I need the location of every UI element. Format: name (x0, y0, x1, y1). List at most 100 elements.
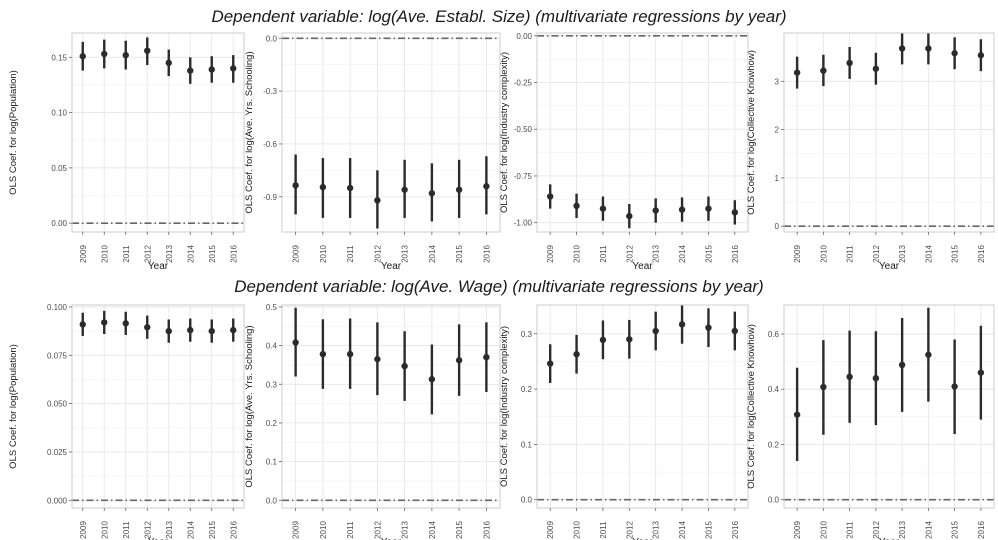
x-axis-title: Year (879, 537, 900, 540)
data-point (230, 65, 237, 72)
y-tick-label: 0.4 (266, 342, 278, 351)
data-point (678, 206, 686, 213)
y-axis-title: OLS Coef. for log(Industry complexity) (499, 52, 510, 213)
x-tick-label: 2011 (599, 245, 608, 263)
y-tick-label: 0.6 (768, 330, 780, 339)
data-point (122, 51, 129, 59)
x-tick-label: 2012 (373, 521, 382, 539)
x-tick-label: 2012 (625, 245, 634, 263)
y-tick-label: 0.2 (768, 440, 780, 449)
x-tick-label: 2009 (546, 521, 555, 539)
data-point (122, 320, 129, 327)
data-point (144, 47, 151, 54)
plot-background (72, 33, 244, 232)
y-tick-label: -0.25 (514, 79, 533, 88)
data-point (951, 383, 958, 390)
x-tick-label: 2016 (229, 245, 238, 263)
data-point (187, 326, 194, 334)
x-tick-label: 2012 (143, 245, 152, 263)
data-point (346, 184, 354, 192)
data-point (165, 59, 172, 67)
x-tick-label: 2015 (208, 245, 217, 263)
y-tick-label: 0.3 (521, 330, 533, 339)
data-point (208, 327, 215, 335)
x-tick-label: 2015 (455, 245, 464, 263)
y-tick-label: -0.50 (514, 125, 533, 134)
panel-frame (71, 32, 245, 233)
row-title-establ-size: Dependent variable: log(Ave. Establ. Siz… (211, 7, 787, 26)
x-axis-title: Year (632, 537, 653, 540)
y-axis-title: OLS Coef. for log(Industry complexity) (499, 326, 510, 487)
data-point (898, 361, 906, 369)
data-point (652, 327, 659, 335)
x-tick-label: 2011 (122, 245, 131, 263)
panel-frame (281, 32, 501, 233)
data-point (872, 374, 880, 382)
x-tick-label: 2013 (652, 245, 661, 263)
x-tick-label: 2014 (678, 521, 687, 539)
data-point (401, 362, 408, 370)
x-tick-label: 2014 (924, 521, 933, 539)
x-tick-label: 2015 (704, 245, 713, 263)
plot-background (784, 305, 994, 508)
data-point (208, 66, 215, 73)
x-tick-label: 2010 (100, 521, 109, 539)
y-tick-label: 0.0 (768, 496, 780, 505)
data-point (599, 205, 607, 212)
data-point (483, 354, 490, 361)
y-tick-label: -0.9 (263, 193, 277, 202)
data-point (101, 50, 108, 58)
x-tick-label: 2016 (731, 521, 740, 539)
y-tick-label: -0.3 (263, 87, 277, 96)
data-point (455, 186, 463, 193)
x-axis-title: Year (381, 537, 402, 540)
x-tick-label: 2014 (924, 245, 933, 263)
x-tick-label: 2016 (229, 521, 238, 539)
x-tick-label: 2012 (143, 521, 152, 539)
panel-frame (281, 304, 501, 509)
x-axis-title: Year (381, 261, 402, 272)
data-point (455, 357, 463, 364)
y-tick-label: 2 (775, 126, 780, 135)
x-tick-label: 2012 (625, 521, 634, 539)
x-tick-label: 2010 (319, 245, 328, 263)
x-tick-label: 2013 (898, 245, 907, 263)
data-point (319, 350, 327, 358)
data-point (483, 183, 490, 190)
x-tick-label: 2009 (292, 521, 301, 539)
y-tick-label: 0 (775, 222, 780, 231)
data-point (898, 45, 906, 52)
x-tick-label: 2011 (346, 245, 355, 263)
data-point (599, 336, 607, 344)
data-point (977, 52, 985, 59)
x-tick-label: 2015 (704, 521, 713, 539)
plot-background (537, 33, 748, 232)
y-tick-label: 0.5 (266, 303, 278, 312)
y-axis-title: OLS Coef. for log(Population) (8, 344, 19, 469)
plot-background (72, 305, 244, 508)
y-tick-label: 0.00 (51, 219, 67, 228)
y-tick-label: 0.0 (266, 496, 278, 505)
data-point (374, 355, 381, 363)
data-point (705, 324, 712, 331)
y-tick-label: 0.00 (516, 32, 532, 41)
x-tick-label: 2015 (951, 521, 960, 539)
data-point (793, 69, 801, 76)
data-point (79, 321, 86, 328)
x-tick-label: 2016 (977, 521, 986, 539)
x-tick-label: 2011 (846, 245, 855, 263)
data-point (292, 182, 299, 189)
data-point (79, 53, 86, 60)
x-tick-label: 2010 (100, 245, 109, 263)
x-tick-label: 2016 (482, 521, 491, 539)
data-point (731, 209, 739, 216)
data-point (626, 336, 633, 343)
x-tick-label: 2015 (455, 521, 464, 539)
data-point (144, 324, 151, 331)
x-tick-label: 2014 (428, 521, 437, 539)
row-title-wage: Dependent variable: log(Ave. Wage) (mult… (234, 277, 764, 296)
